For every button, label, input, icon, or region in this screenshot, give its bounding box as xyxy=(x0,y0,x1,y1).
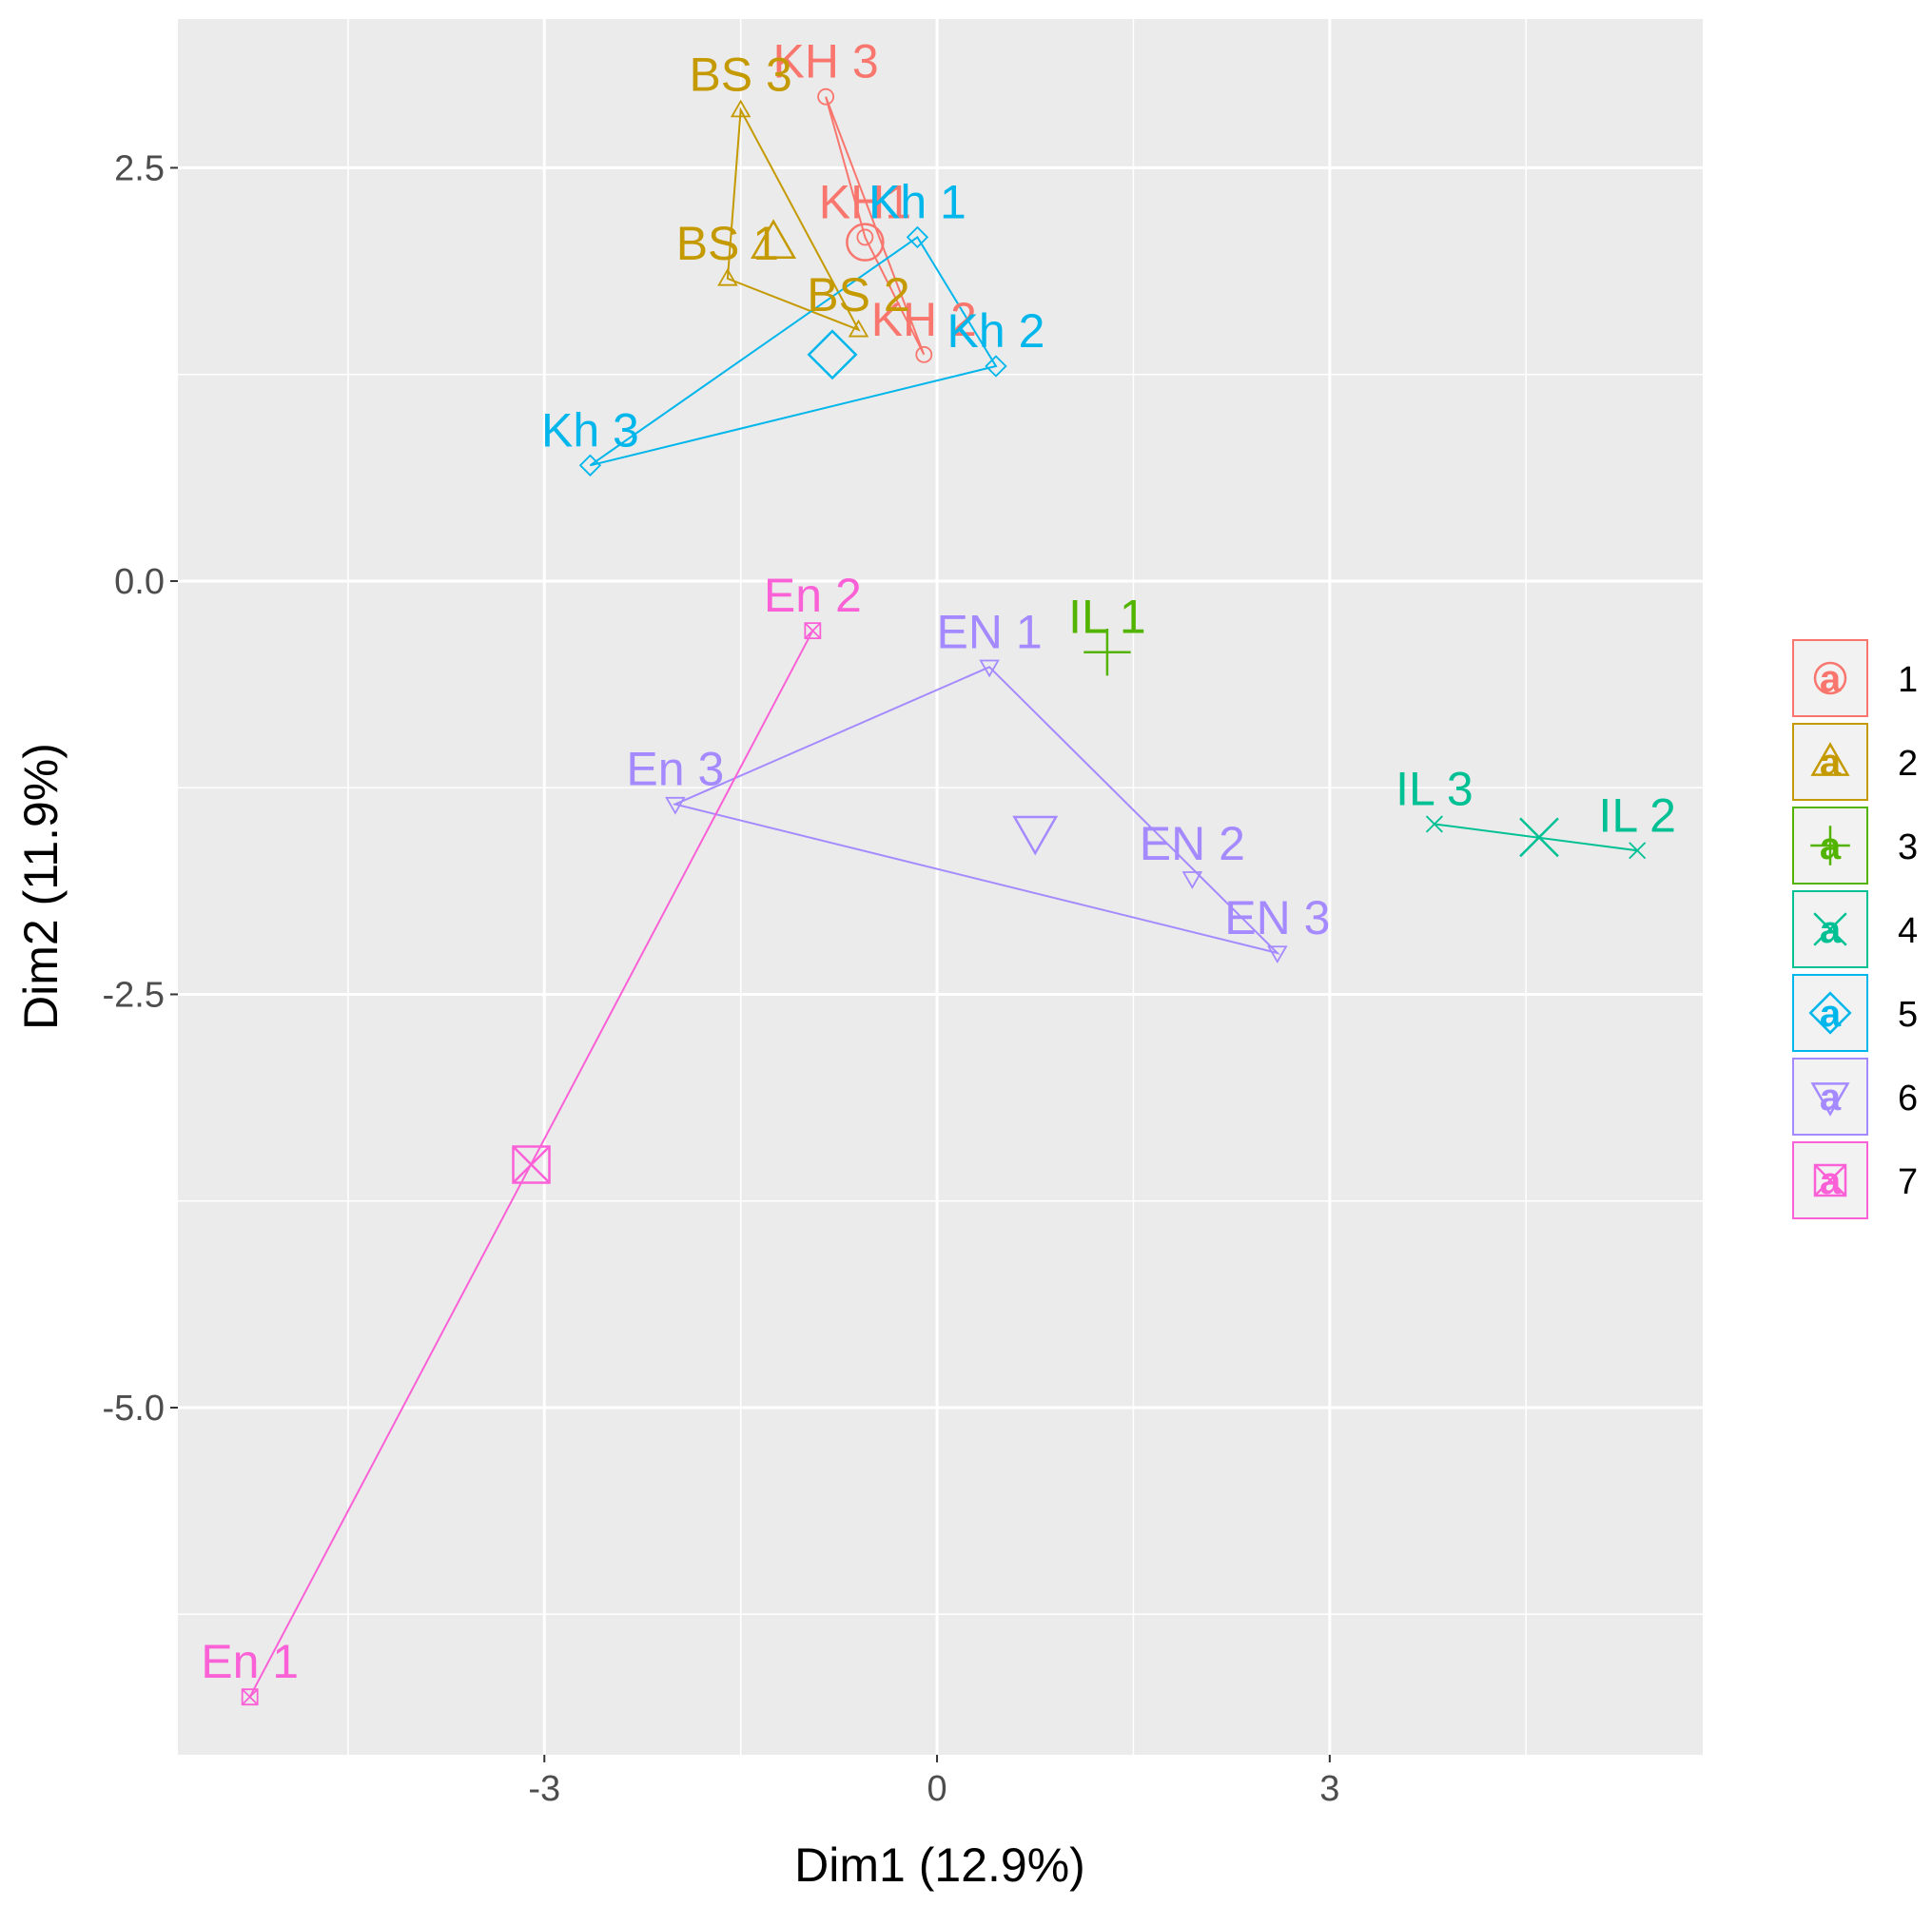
point-label: Kh 1 xyxy=(868,175,966,228)
point-marker xyxy=(985,355,1007,378)
point-label: EN 3 xyxy=(1224,891,1330,944)
centroid-marker-3 xyxy=(1083,628,1131,676)
x-axis-ticks: -3 0 3 xyxy=(528,1755,1339,1809)
centroid-marker-2 xyxy=(751,219,797,260)
point-label: KH 2 xyxy=(871,293,977,346)
point-marker xyxy=(848,319,869,338)
x-axis-title: Dim1 (12.9%) xyxy=(794,1838,1085,1892)
point-label: IL 1 xyxy=(1068,591,1146,644)
group-hull-4 xyxy=(1434,823,1638,852)
point-marker xyxy=(730,99,751,118)
point-marker xyxy=(979,659,1000,678)
group-hull-6 xyxy=(672,666,1281,955)
point-marker xyxy=(804,622,822,639)
point-label: KH1 xyxy=(819,175,911,228)
y-tick-label: 2.5 xyxy=(114,148,165,188)
x-tick-label: 0 xyxy=(927,1769,946,1809)
legend: a 1 a 2 a 3 a 4 a 5 a 6 a 7 xyxy=(1792,639,1918,1219)
legend-key-letter: a xyxy=(1820,909,1842,951)
point-marker xyxy=(1629,842,1647,860)
centroid-marker-7 xyxy=(512,1145,551,1184)
point-label: Kh 3 xyxy=(541,403,639,457)
legend-label-4: 4 xyxy=(1898,911,1918,951)
y-tick-label: -5.0 xyxy=(103,1389,165,1429)
centroid-marker-6 xyxy=(1012,815,1059,856)
point-marker xyxy=(1267,945,1288,964)
legend-label-7: 7 xyxy=(1898,1162,1918,1202)
group-hull-5 xyxy=(589,235,998,467)
point-label: EN 1 xyxy=(937,605,1043,658)
point-label: IL 3 xyxy=(1395,762,1473,815)
plot-panel xyxy=(178,19,1703,1755)
centroid-marker-1 xyxy=(846,223,885,262)
point-label: BS 2 xyxy=(807,268,909,321)
legend-key-5 xyxy=(1792,974,1868,1052)
group-hull-2 xyxy=(726,107,861,332)
legend-label-6: 6 xyxy=(1898,1079,1918,1118)
point-label: BS 3 xyxy=(689,49,791,102)
point-marker xyxy=(1425,815,1443,833)
point-label: EN 2 xyxy=(1140,817,1245,870)
legend-symbol-4 xyxy=(1813,912,1847,946)
legend-key-2 xyxy=(1792,723,1868,801)
point-label: En 3 xyxy=(626,743,724,796)
legend-label-5: 5 xyxy=(1898,995,1918,1035)
legend-symbol-2 xyxy=(1810,742,1850,776)
y-axis-title: Dim2 (11.9%) xyxy=(14,743,68,1030)
point-marker xyxy=(578,454,602,476)
legend-key-letter: a xyxy=(1820,993,1842,1035)
major-gridlines xyxy=(178,19,1703,1755)
point-label: Kh 2 xyxy=(947,304,1045,358)
legend-symbol-3 xyxy=(1810,826,1850,865)
point-marker xyxy=(241,1688,259,1706)
legend-key-letter: a xyxy=(1820,742,1842,784)
point-marker xyxy=(915,345,933,363)
y-tick-label: 0.0 xyxy=(114,562,165,602)
legend-key-letter: a xyxy=(1820,1160,1842,1202)
legend-symbol-1 xyxy=(1813,661,1847,695)
point-marker xyxy=(817,88,835,106)
point-label: BS 1 xyxy=(676,217,779,270)
point-marker xyxy=(1181,871,1203,889)
centroid-marker-4 xyxy=(1519,817,1559,858)
y-axis-ticks: 2.5 0.0 -2.5 -5.0 xyxy=(103,148,178,1429)
legend-label-2: 2 xyxy=(1898,744,1918,784)
point-marker xyxy=(906,225,929,249)
group-centroids xyxy=(512,219,1559,1184)
legend-key-6 xyxy=(1792,1058,1868,1136)
y-tick-label: -2.5 xyxy=(103,975,165,1015)
legend-symbol-7 xyxy=(1813,1163,1847,1197)
point-marker xyxy=(856,228,874,246)
legend-key-letter: a xyxy=(1820,826,1842,867)
minor-gridlines xyxy=(178,19,1703,1755)
legend-label-3: 3 xyxy=(1898,827,1918,867)
point-label: KH 3 xyxy=(773,35,879,88)
x-tick-label: 3 xyxy=(1319,1769,1339,1809)
legend-key-letter: a xyxy=(1820,658,1842,700)
point-labels: KH 3 KH1 KH 2 BS 3 BS 1 BS 2 IL 1 IL 3 IL 2 Kh 1 K… xyxy=(201,35,1676,1688)
point-label: En 2 xyxy=(764,569,862,622)
point-marker xyxy=(665,796,686,815)
point-label: IL 2 xyxy=(1598,788,1676,842)
legend-key-letter: a xyxy=(1820,1077,1842,1118)
legend-symbol-6 xyxy=(1810,1082,1850,1117)
centroid-marker-5 xyxy=(807,329,858,380)
x-tick-label: -3 xyxy=(528,1769,560,1809)
point-marker xyxy=(717,267,738,286)
point-label: En 1 xyxy=(201,1635,299,1688)
legend-symbol-5 xyxy=(1808,991,1852,1035)
legend-key-4 xyxy=(1792,890,1868,968)
legend-key-1 xyxy=(1792,639,1868,717)
legend-label-1: 1 xyxy=(1898,660,1918,700)
